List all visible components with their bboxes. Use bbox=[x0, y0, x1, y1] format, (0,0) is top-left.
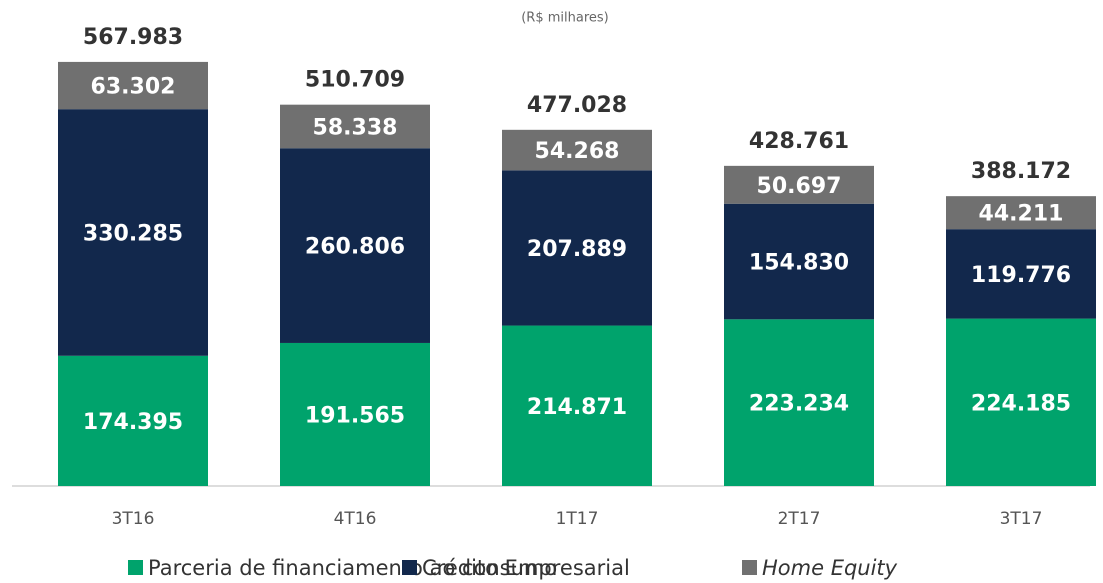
x-tick-label: 1T17 bbox=[556, 509, 599, 529]
data-label: 207.889 bbox=[527, 237, 627, 262]
data-label: 224.185 bbox=[971, 391, 1071, 416]
bar-segment bbox=[724, 203, 874, 320]
legend-label: Home Equity bbox=[762, 556, 898, 580]
legend-swatch bbox=[742, 560, 757, 575]
bar-segment bbox=[280, 148, 430, 343]
bar-segment bbox=[724, 319, 874, 486]
chart-subtitle: (R$ milhares) bbox=[521, 11, 609, 26]
x-tick-label: 3T16 bbox=[112, 509, 155, 529]
bar-segment bbox=[58, 109, 208, 356]
total-label: 567.983 bbox=[83, 25, 183, 50]
data-label: 191.565 bbox=[305, 403, 405, 428]
data-label: 50.697 bbox=[757, 174, 842, 199]
bar-segment bbox=[502, 129, 652, 171]
data-label: 223.234 bbox=[749, 392, 849, 417]
data-label: 44.211 bbox=[979, 202, 1064, 227]
bar-segment bbox=[502, 325, 652, 486]
bar-segment bbox=[280, 342, 430, 486]
data-label: 63.302 bbox=[91, 75, 176, 100]
legend-swatch bbox=[128, 560, 143, 575]
bar-segment bbox=[724, 165, 874, 204]
data-label: 154.830 bbox=[749, 251, 849, 276]
bar-segment bbox=[280, 104, 430, 149]
x-tick-label: 4T16 bbox=[334, 509, 377, 529]
bar-segment bbox=[58, 61, 208, 110]
legend-label: Crédito Empresarial bbox=[422, 556, 630, 580]
total-label: 428.761 bbox=[749, 129, 849, 154]
data-label: 54.268 bbox=[535, 139, 620, 164]
bar-segment bbox=[946, 229, 1096, 319]
x-tick-label: 3T17 bbox=[1000, 509, 1043, 529]
data-label: 119.776 bbox=[971, 263, 1071, 288]
bar-segment bbox=[502, 170, 652, 326]
data-label: 330.285 bbox=[83, 221, 183, 246]
data-label: 260.806 bbox=[305, 235, 405, 260]
bar-segment bbox=[946, 196, 1096, 230]
legend-swatch bbox=[402, 560, 417, 575]
total-label: 510.709 bbox=[305, 68, 405, 93]
x-tick-label: 2T17 bbox=[778, 509, 821, 529]
total-label: 388.172 bbox=[971, 159, 1071, 184]
data-label: 174.395 bbox=[83, 410, 183, 435]
data-label: 58.338 bbox=[313, 115, 398, 140]
bar-segment bbox=[946, 318, 1096, 486]
data-label: 214.871 bbox=[527, 395, 627, 420]
total-label: 477.028 bbox=[527, 93, 627, 118]
bar-segment bbox=[58, 355, 208, 486]
legend-label: Parceria de financiamento ao consumo bbox=[148, 556, 557, 580]
